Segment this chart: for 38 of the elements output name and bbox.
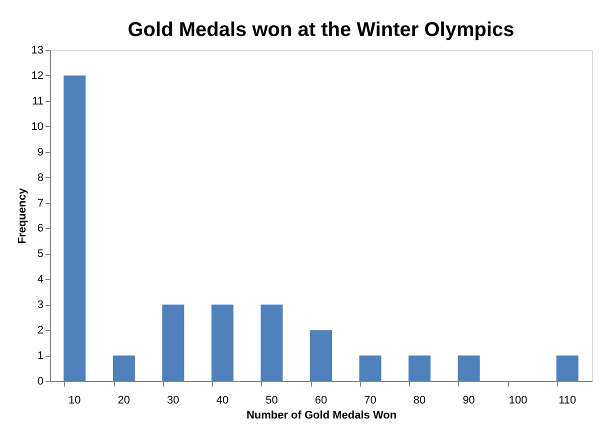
y-axis-title: Frequency (16, 187, 28, 244)
x-tick-label: 70 (364, 394, 376, 406)
y-tick-label: 5 (37, 248, 44, 260)
y-tick-label: 10 (31, 120, 44, 133)
y-tick-label: 2 (37, 324, 44, 337)
y-tick-label: 13 (31, 44, 44, 56)
y-tick-label: 6 (37, 222, 44, 235)
bar (162, 304, 184, 381)
y-tick-label: 7 (37, 197, 44, 210)
x-tick-label: 10 (68, 394, 81, 406)
y-tick-label: 1 (37, 350, 44, 362)
x-tick-label: 110 (558, 394, 576, 406)
y-tick-label: 0 (37, 376, 44, 388)
x-tick-label: 30 (167, 394, 180, 406)
y-tick-label: 11 (32, 95, 44, 108)
x-tick-label: 60 (314, 394, 328, 406)
bar (260, 304, 283, 381)
chart-title: Gold Medals won at the Winter Olympics (128, 19, 514, 41)
bar (112, 356, 135, 381)
bar (359, 356, 382, 381)
x-tick-label: 50 (266, 394, 278, 406)
x-tick-label: 80 (413, 394, 426, 406)
y-tick-label: 12 (31, 70, 44, 82)
bar (64, 75, 86, 381)
x-tick-label: 40 (216, 394, 229, 406)
y-tick-label: 9 (37, 146, 44, 158)
x-tick-label: 20 (118, 394, 130, 406)
bar (211, 304, 234, 381)
bar (458, 356, 480, 381)
bar (556, 356, 578, 381)
x-tick-label: 90 (462, 394, 475, 406)
x-axis-title: Number of Gold Medals Won (246, 410, 397, 422)
y-tick-label: 4 (37, 274, 44, 286)
y-tick-label: 3 (37, 299, 44, 312)
bar (408, 356, 431, 381)
x-tick-label: 100 (508, 394, 528, 406)
bar (310, 330, 332, 381)
y-tick-label: 8 (37, 172, 44, 184)
